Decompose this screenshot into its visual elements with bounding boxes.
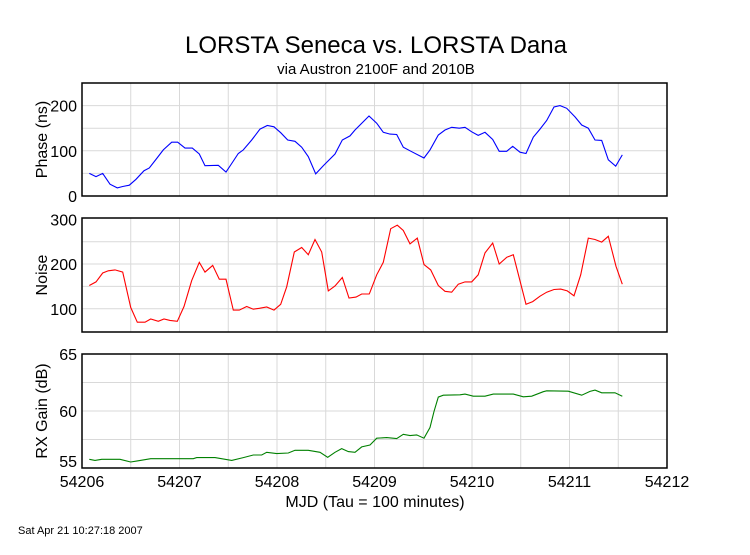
x-tick-label: 54208 bbox=[255, 474, 300, 491]
panel-1: 100 200 300 Noise bbox=[34, 212, 667, 332]
x-axis-label: MJD (Tau = 100 minutes) bbox=[285, 494, 464, 511]
y-tick-label: 200 bbox=[50, 99, 77, 116]
x-tick-label: 54212 bbox=[645, 474, 690, 491]
x-tick-label: 54206 bbox=[60, 474, 105, 491]
y-tick-label: 300 bbox=[50, 212, 77, 229]
x-tick-label: 54209 bbox=[352, 474, 397, 491]
y-tick-label: 55 bbox=[59, 454, 77, 471]
y-tick-label: 0 bbox=[68, 189, 77, 206]
y-axis-label: RX Gain (dB) bbox=[34, 363, 51, 458]
series-line-0 bbox=[89, 106, 622, 188]
y-axis-label: Phase (ns) bbox=[34, 101, 51, 178]
chart-subtitle: via Austron 2100F and 2010B bbox=[277, 61, 475, 78]
series-line-2 bbox=[89, 390, 622, 462]
x-tick-label: 54211 bbox=[548, 474, 591, 491]
y-tick-label: 200 bbox=[50, 257, 77, 274]
x-tick-label: 54207 bbox=[157, 474, 202, 491]
footer-timestamp: Sat Apr 21 10:27:18 2007 bbox=[18, 525, 143, 537]
y-tick-label: 100 bbox=[50, 144, 77, 161]
y-axis-label: Noise bbox=[34, 254, 51, 295]
chart-title: LORSTA Seneca vs. LORSTA Dana bbox=[185, 32, 568, 59]
x-tick-label: 54210 bbox=[450, 474, 495, 491]
y-tick-label: 65 bbox=[59, 347, 77, 364]
y-tick-label: 60 bbox=[59, 404, 77, 421]
panel-2: 55 60 65 RX Gain (dB) 54206 54207 54208 54209 54… bbox=[34, 347, 689, 491]
series-line-1 bbox=[89, 225, 622, 322]
y-tick-label: 100 bbox=[50, 302, 77, 319]
